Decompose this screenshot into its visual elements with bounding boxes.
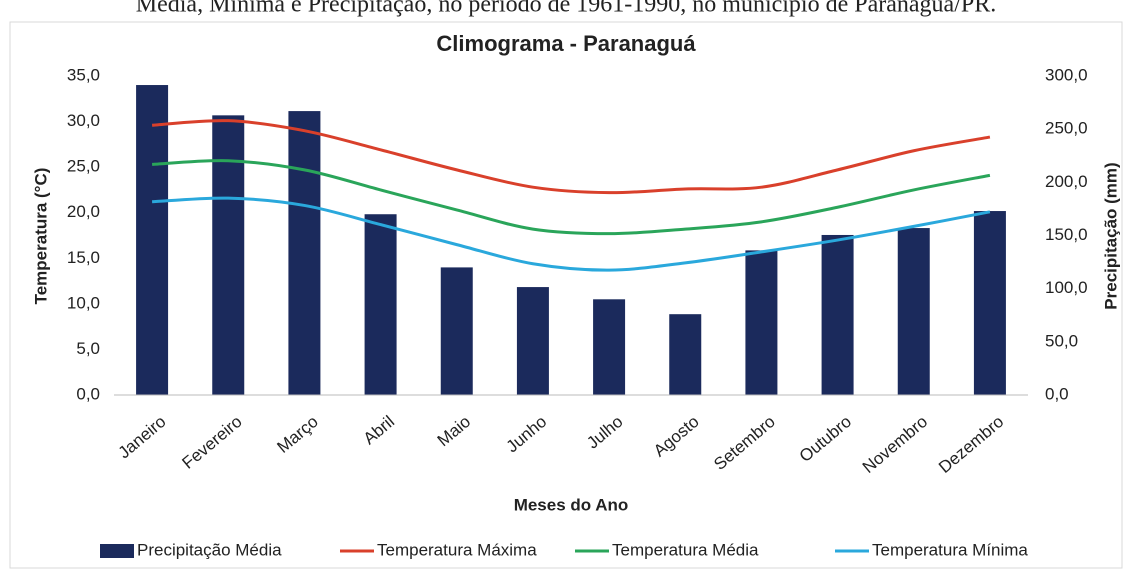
y-axis-title: Temperatura (°C) xyxy=(31,168,50,305)
bar xyxy=(136,85,169,395)
legend-label: Temperatura Média xyxy=(612,540,759,559)
line xyxy=(152,159,991,236)
legend-label: Precipitação Média xyxy=(137,540,282,559)
y-tick-label: 30,0 xyxy=(67,111,100,130)
chart-title: Climograma - Paranaguá xyxy=(436,31,696,56)
bar xyxy=(593,299,626,395)
y2-tick-label: 150,0 xyxy=(1045,225,1088,244)
line xyxy=(151,119,991,195)
caption: Média, Mínima e Precipitação, no período… xyxy=(136,0,996,18)
y2-tick-label: 300,0 xyxy=(1045,65,1088,84)
legend-swatch xyxy=(100,544,134,558)
bar xyxy=(440,267,473,395)
bar xyxy=(669,314,702,395)
y-tick-label: 20,0 xyxy=(67,202,100,221)
y2-axis-title: Precipitação (mm) xyxy=(1101,162,1120,309)
legend-label: Temperatura Máxima xyxy=(377,540,537,559)
y-tick-label: 5,0 xyxy=(76,339,100,358)
y2-tick-label: 50,0 xyxy=(1045,331,1078,350)
y-tick-label: 25,0 xyxy=(67,157,100,176)
y-tick-label: 15,0 xyxy=(67,248,100,267)
y-tick-label: 0,0 xyxy=(76,384,100,403)
bar xyxy=(364,214,397,395)
y-tick-label: 10,0 xyxy=(67,293,100,312)
bar xyxy=(288,111,321,395)
y2-tick-label: 250,0 xyxy=(1045,119,1088,138)
bar xyxy=(821,234,854,395)
y-tick-label: 35,0 xyxy=(67,65,100,84)
bar xyxy=(745,250,778,395)
bar xyxy=(212,115,245,396)
y2-tick-label: 100,0 xyxy=(1045,278,1088,297)
line xyxy=(152,196,991,272)
x-axis-title: Meses do Ano xyxy=(514,495,629,514)
bar xyxy=(897,228,930,395)
y2-tick-label: 200,0 xyxy=(1045,172,1088,191)
chart-frame xyxy=(9,21,1123,569)
bar xyxy=(516,287,549,395)
legend-label: Temperatura Mínima xyxy=(872,540,1028,559)
y2-tick-label: 0,0 xyxy=(1045,384,1069,403)
bar xyxy=(973,211,1006,395)
